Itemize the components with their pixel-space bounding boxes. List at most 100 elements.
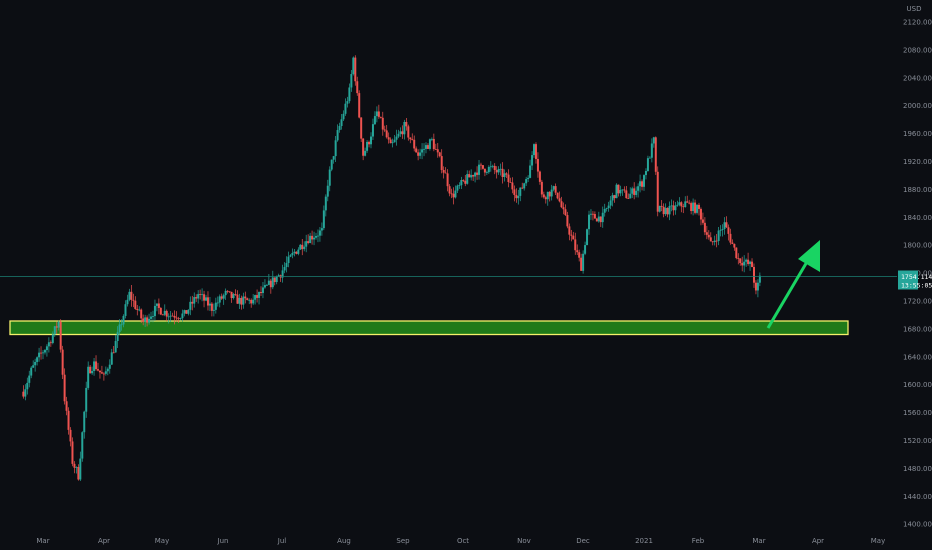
candle-body (597, 216, 600, 222)
candle-body (45, 346, 48, 351)
support-zone[interactable] (9, 320, 849, 336)
candle-body (47, 342, 50, 347)
candle-body (417, 152, 420, 156)
y-tick-label: 2000.000 (903, 102, 932, 110)
candle-body (212, 309, 215, 311)
candle-body (719, 229, 722, 231)
candle-body (415, 148, 418, 153)
candle-body (377, 111, 380, 117)
candle-body (340, 119, 343, 127)
candle-body (201, 294, 204, 296)
candle-body (448, 186, 451, 194)
candle-body (61, 349, 64, 375)
candle-body (43, 350, 46, 353)
candle-body (163, 310, 166, 315)
candle-body (635, 190, 638, 195)
candle-body (743, 261, 746, 266)
candle-body (144, 317, 147, 322)
candle-body (660, 205, 663, 207)
candle-body (703, 222, 706, 233)
candle-body (625, 190, 628, 199)
x-tick-label: Oct (457, 537, 469, 545)
candle-body (254, 295, 257, 300)
candle-body (112, 352, 115, 354)
y-tick-label: 1560.000 (903, 409, 932, 417)
candle-body (385, 130, 388, 138)
candle-body (389, 139, 392, 144)
candle-body (629, 193, 632, 199)
candle-body (53, 326, 56, 335)
candle-body (430, 138, 433, 140)
candle-body (438, 152, 441, 157)
candle-body (580, 257, 583, 271)
candle-body (737, 258, 740, 259)
y-tick-label: 1480.000 (903, 465, 932, 473)
candle-body (206, 297, 209, 306)
candle-body (399, 131, 402, 134)
candle-body (464, 180, 467, 184)
candle-body (617, 184, 620, 194)
y-tick-label: 1800.000 (903, 242, 932, 250)
x-tick-label: May (871, 537, 885, 545)
candle-body (487, 166, 490, 173)
candle-body (375, 111, 378, 117)
candle-body (157, 303, 160, 308)
candle-body (130, 291, 133, 300)
candle-body (22, 391, 25, 397)
candle-body (63, 374, 66, 402)
bullish-arrow[interactable] (766, 240, 820, 329)
candle-body (544, 197, 547, 200)
candle-body (523, 183, 526, 189)
y-tick-label: 2120.000 (903, 19, 932, 27)
candle-body (627, 198, 630, 199)
candle-body (293, 251, 296, 253)
candle-body (460, 180, 463, 186)
candle-body (525, 179, 528, 184)
candle-body (413, 139, 416, 149)
candle-body (676, 204, 679, 206)
candle-body (650, 143, 653, 158)
candle-body (403, 121, 406, 135)
candle-body (96, 369, 99, 371)
candle-body (538, 171, 541, 182)
candle-body (24, 389, 27, 397)
candle-body (128, 291, 131, 300)
candle-body (554, 186, 557, 193)
candle-body (593, 214, 596, 219)
candle-body (692, 202, 695, 212)
candle-body (258, 292, 261, 298)
candle-body (472, 175, 475, 177)
candle-body (568, 226, 571, 235)
candle-body (709, 237, 712, 242)
candle-body (338, 126, 341, 131)
candle-body (603, 208, 606, 213)
candle-body (711, 241, 714, 243)
candle-body (756, 282, 759, 291)
x-tick-label: Dec (576, 537, 590, 545)
y-tick-label: 1520.000 (903, 437, 932, 445)
candle-body (295, 251, 298, 254)
time-axis[interactable]: Mar Apr May Jun Jul Aug Sep Oct Nov Dec 2021 Feb Mar… (36, 537, 885, 545)
candle-body (409, 137, 412, 140)
x-tick-label: Apr (812, 537, 824, 545)
candle-body (499, 168, 502, 170)
candle-body (601, 212, 604, 223)
candle-body (326, 185, 329, 197)
candle-body (411, 139, 414, 141)
candle-body (582, 253, 585, 271)
y-tick-label: 1840.000 (903, 214, 932, 222)
candle-body (150, 316, 153, 319)
candle-body (713, 240, 716, 242)
candle-body (609, 200, 612, 206)
y-tick-label: 1640.000 (903, 353, 932, 361)
y-tick-label: 2080.000 (903, 46, 932, 54)
candle-body (725, 222, 728, 228)
candle-body (562, 207, 565, 210)
candle-body (366, 141, 369, 151)
candle-body (181, 313, 184, 319)
candle-body (639, 181, 642, 187)
candle-body (236, 294, 239, 304)
candle-body (481, 165, 484, 169)
candle-body (120, 324, 123, 326)
